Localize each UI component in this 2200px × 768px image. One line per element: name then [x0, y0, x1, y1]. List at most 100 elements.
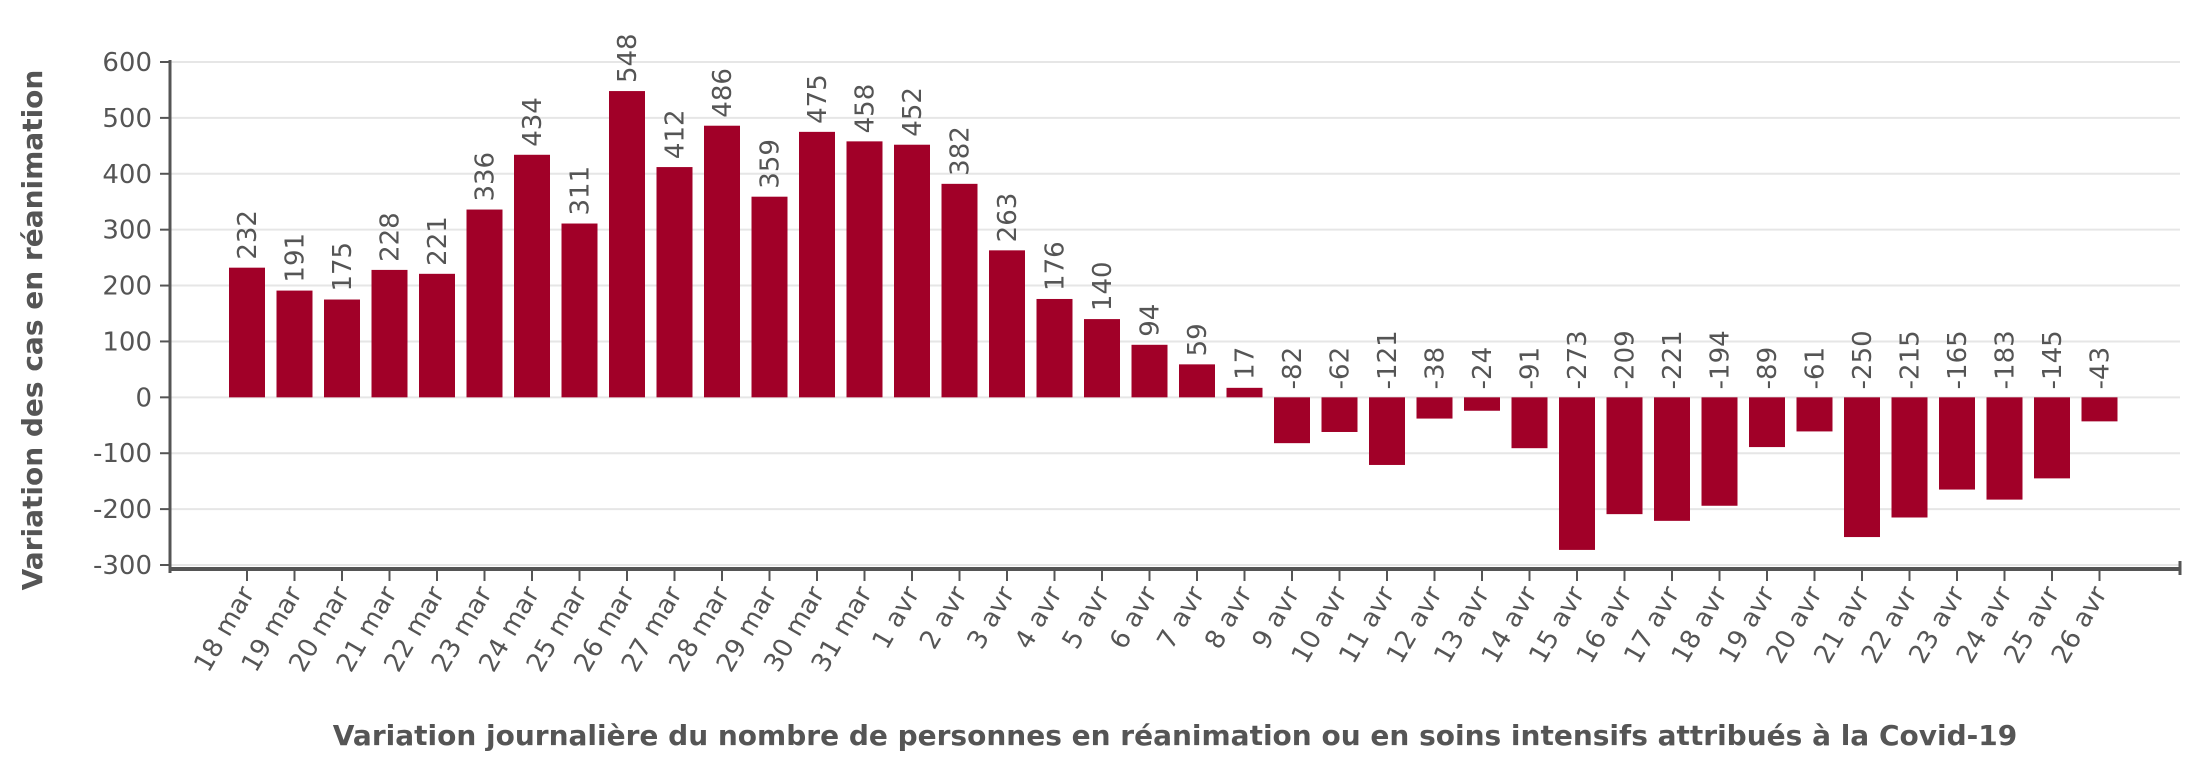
- data-label: 191: [281, 233, 311, 283]
- data-label: 336: [471, 152, 501, 202]
- bar: [1559, 397, 1595, 550]
- y-tick-label: 600: [102, 48, 152, 78]
- data-label: 452: [898, 87, 928, 137]
- bar: [1606, 397, 1643, 515]
- data-label: 311: [566, 166, 596, 216]
- x-tick-label: 8 avr: [1199, 581, 1259, 654]
- y-tick-label: 500: [102, 104, 152, 134]
- bar: [276, 290, 313, 398]
- x-tick-label: 6 avr: [1104, 581, 1164, 654]
- bar: [1986, 397, 2023, 500]
- data-label: 94: [1136, 304, 1166, 337]
- bar: [989, 250, 1025, 398]
- bar: [419, 273, 455, 398]
- data-label: 59: [1183, 323, 1213, 356]
- data-label: -183: [1991, 330, 2021, 389]
- data-label: -273: [1563, 330, 1593, 389]
- gridlines: [170, 61, 2180, 566]
- y-tick-label: 300: [102, 216, 152, 246]
- bar: [1131, 344, 1168, 398]
- data-label: 382: [946, 126, 976, 176]
- x-tick-label: 5 avr: [1057, 581, 1117, 654]
- x-tick-label: 1 avr: [867, 581, 927, 654]
- bar: [561, 223, 598, 398]
- data-label: 228: [376, 212, 406, 262]
- data-label: -24: [1468, 347, 1498, 389]
- bar: [1654, 397, 1690, 521]
- y-axis-title: Variation des cas en réanimation: [16, 70, 49, 591]
- bar: [229, 267, 265, 398]
- data-label: 548: [613, 33, 643, 83]
- bar: [941, 183, 978, 398]
- y-tick-label: 400: [102, 160, 152, 190]
- bar: [1274, 397, 1310, 444]
- y-tick-label: -100: [93, 439, 152, 469]
- data-label: -61: [1801, 347, 1831, 389]
- bar: [514, 154, 550, 398]
- y-tick-label: 0: [135, 383, 152, 413]
- data-label: 175: [328, 242, 358, 292]
- bar: [704, 125, 740, 398]
- bar: [371, 269, 408, 398]
- bar: [1084, 319, 1120, 398]
- data-label: -194: [1706, 330, 1736, 389]
- data-label: -121: [1373, 330, 1403, 389]
- x-axis-title: Variation journalière du nombre de perso…: [333, 719, 2017, 752]
- data-label: -250: [1848, 330, 1878, 389]
- y-tick-label: -200: [93, 495, 152, 525]
- data-label: 263: [993, 193, 1023, 243]
- bar: [799, 131, 835, 398]
- bar: [1226, 387, 1263, 398]
- y-tick-label: -300: [93, 551, 152, 581]
- y-axis: 600 500 400 300 200 100 0 -100 -200 -300: [93, 48, 172, 581]
- data-label: 412: [661, 109, 691, 159]
- bar: [846, 141, 883, 398]
- bar: [1796, 397, 1833, 432]
- data-label: -215: [1896, 330, 1926, 389]
- data-label: 221: [423, 216, 453, 266]
- bar: [1891, 397, 1928, 518]
- data-label: 17: [1231, 347, 1261, 380]
- data-label: -221: [1658, 330, 1688, 389]
- bar: [1036, 298, 1073, 398]
- bar: [1749, 397, 1785, 448]
- bar: [1844, 397, 1880, 538]
- bar: [1179, 364, 1215, 398]
- data-label: -38: [1421, 347, 1451, 389]
- bar: [2034, 397, 2070, 479]
- bar: [324, 299, 360, 398]
- data-label: 359: [756, 139, 786, 189]
- x-tick-label: 4 avr: [1009, 581, 1069, 654]
- data-labels: 232 191 175 228 221 336 434 311 548 412 486 359 475 4…: [233, 33, 2116, 389]
- bar: [894, 144, 930, 398]
- data-label: 140: [1088, 261, 1118, 311]
- y-tick-label: 100: [102, 327, 152, 357]
- bar: [466, 209, 503, 398]
- bar: [2081, 397, 2118, 422]
- data-label: -91: [1516, 347, 1546, 389]
- data-label: -89: [1753, 347, 1783, 389]
- bar: [1464, 397, 1500, 411]
- data-label: -82: [1278, 347, 1308, 389]
- data-label: 475: [803, 74, 833, 124]
- bar: [1416, 397, 1453, 419]
- data-label: 176: [1041, 241, 1071, 291]
- data-label: -145: [2038, 330, 2068, 389]
- x-tick-label: 2 avr: [914, 581, 974, 654]
- x-tick-label: 3 avr: [962, 581, 1022, 654]
- y-tick-label: 200: [102, 272, 152, 302]
- data-label: 458: [851, 84, 881, 134]
- data-label: -62: [1326, 347, 1356, 389]
- x-tick-label: 7 avr: [1152, 581, 1212, 654]
- data-label: 232: [233, 210, 263, 260]
- bar: [1369, 397, 1405, 465]
- bar: [1511, 397, 1548, 449]
- bar: [1321, 397, 1358, 432]
- bars: [229, 91, 2118, 550]
- bar: [609, 91, 645, 398]
- bar: [751, 196, 788, 398]
- data-label: 486: [708, 68, 738, 118]
- bar: [1701, 397, 1738, 506]
